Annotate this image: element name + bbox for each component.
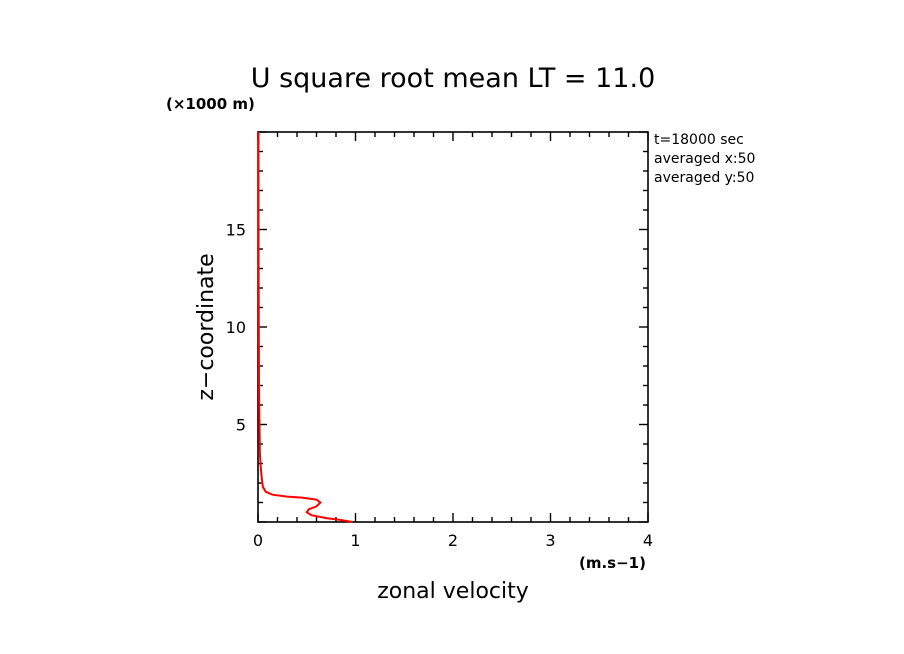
y-tick-labels: 5 10 15 (226, 221, 246, 435)
x-tick-labels: 0 1 2 3 4 (253, 531, 653, 550)
y-tick-label: 10 (226, 318, 246, 337)
y-tick-label: 15 (226, 221, 246, 240)
chart-title: U square root mean LT = 11.0 (251, 63, 656, 94)
y-unit-label: (×1000 m) (166, 95, 255, 113)
axis-ticks (257, 131, 649, 523)
x-tick-label: 1 (350, 531, 360, 550)
annotation-block: t=18000 sec averaged x:50 averaged y:50 (654, 132, 755, 186)
x-axis-label: zonal velocity (377, 579, 529, 604)
annotation-avg-x: averaged x:50 (654, 151, 755, 167)
y-tick-label: 5 (236, 416, 246, 435)
x-unit-label: (m.s−1) (579, 554, 646, 572)
annotation-time: t=18000 sec (654, 132, 744, 148)
x-tick-label: 0 (253, 531, 263, 550)
y-axis-label: z−coordinate (194, 253, 219, 400)
x-tick-label: 4 (643, 531, 653, 550)
annotation-avg-y: averaged y:50 (654, 170, 754, 186)
x-tick-label: 3 (545, 531, 555, 550)
x-tick-label: 2 (448, 531, 458, 550)
series-line (257, 132, 353, 523)
plot-frame (257, 131, 649, 523)
